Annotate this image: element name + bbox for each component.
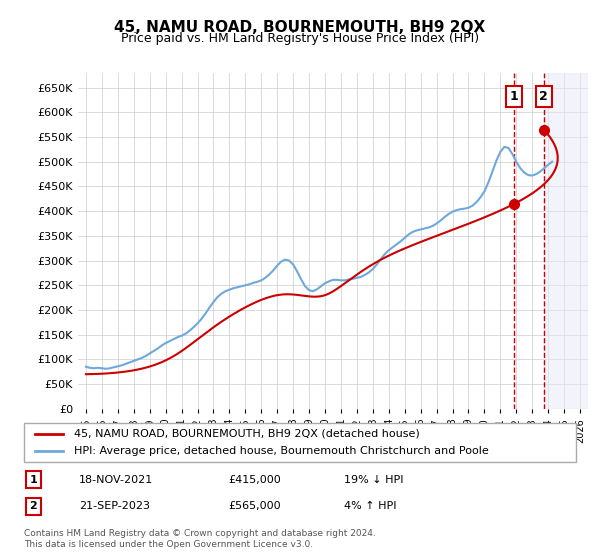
Text: 45, NAMU ROAD, BOURNEMOUTH, BH9 2QX: 45, NAMU ROAD, BOURNEMOUTH, BH9 2QX [115, 20, 485, 35]
Text: 1: 1 [510, 90, 519, 103]
Text: 18-NOV-2021: 18-NOV-2021 [79, 474, 154, 484]
Text: £415,000: £415,000 [228, 474, 281, 484]
Text: 21-SEP-2023: 21-SEP-2023 [79, 501, 150, 511]
Text: Price paid vs. HM Land Registry's House Price Index (HPI): Price paid vs. HM Land Registry's House … [121, 32, 479, 45]
Bar [544, 73, 588, 409]
Text: HPI: Average price, detached house, Bournemouth Christchurch and Poole: HPI: Average price, detached house, Bour… [74, 446, 488, 456]
Text: 1: 1 [29, 474, 37, 484]
Text: 4% ↑ HPI: 4% ↑ HPI [344, 501, 397, 511]
Text: 2: 2 [29, 501, 37, 511]
Text: 45, NAMU ROAD, BOURNEMOUTH, BH9 2QX (detached house): 45, NAMU ROAD, BOURNEMOUTH, BH9 2QX (det… [74, 429, 419, 439]
Text: Contains HM Land Registry data © Crown copyright and database right 2024.
This d: Contains HM Land Registry data © Crown c… [24, 529, 376, 549]
Text: 2: 2 [539, 90, 548, 103]
FancyBboxPatch shape [24, 423, 576, 462]
Text: 19% ↓ HPI: 19% ↓ HPI [344, 474, 404, 484]
Text: £565,000: £565,000 [228, 501, 281, 511]
